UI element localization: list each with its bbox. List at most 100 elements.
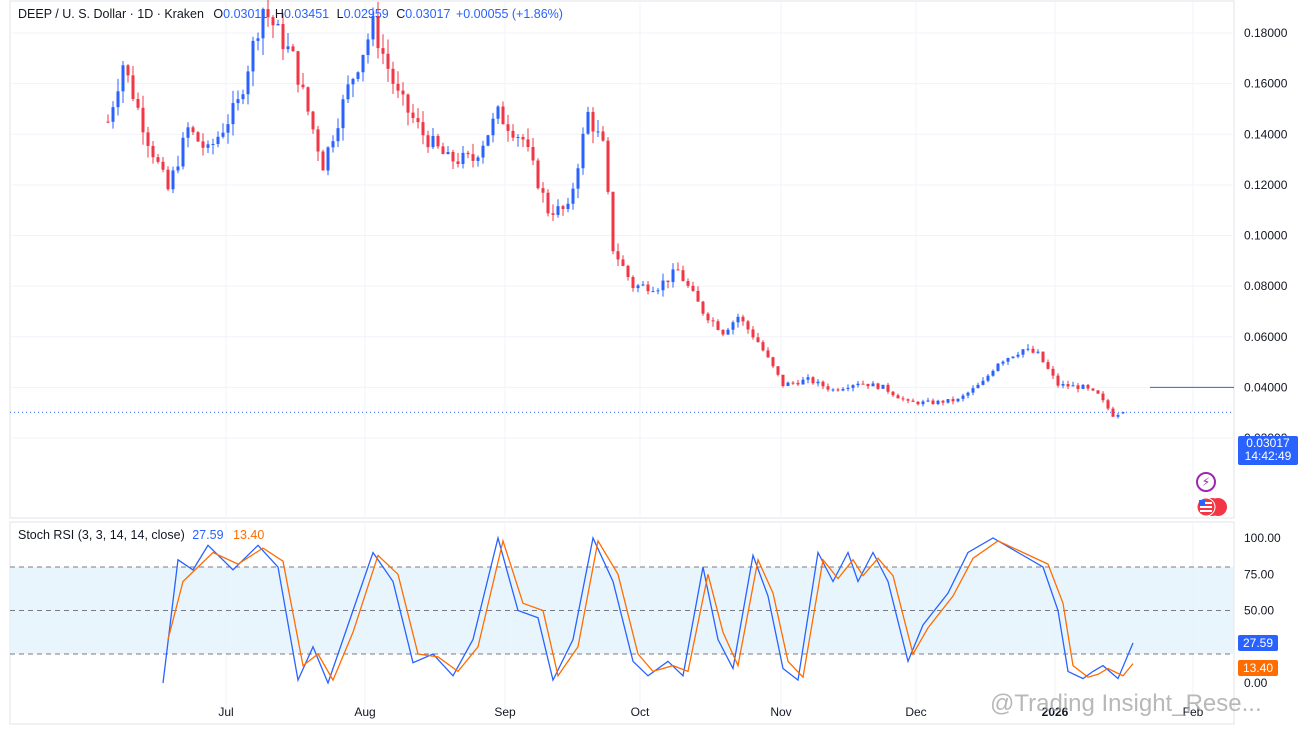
candle-body bbox=[1061, 384, 1065, 386]
candle-body bbox=[1026, 348, 1030, 350]
us-flag-icon[interactable] bbox=[1194, 496, 1230, 518]
candle-body bbox=[286, 46, 290, 50]
candle-body bbox=[1031, 348, 1035, 353]
candle-body bbox=[476, 157, 480, 161]
candle-body bbox=[711, 320, 715, 322]
candle-body bbox=[326, 147, 330, 171]
candle-body bbox=[766, 350, 770, 358]
candle-body bbox=[531, 147, 535, 161]
candle-body bbox=[1036, 351, 1040, 353]
candle-body bbox=[311, 111, 315, 130]
candle-body bbox=[151, 145, 155, 158]
candle-body bbox=[431, 135, 435, 148]
candle-body bbox=[541, 188, 545, 193]
candle-body bbox=[156, 157, 160, 162]
last-price: 0.03017 bbox=[1246, 436, 1290, 450]
candle-body bbox=[271, 17, 275, 26]
candle-body bbox=[291, 46, 295, 52]
time-tick-label: Jul bbox=[218, 705, 233, 719]
candle-body bbox=[771, 357, 775, 367]
candle-body bbox=[481, 145, 485, 158]
candle-body bbox=[416, 118, 420, 123]
symbol-title: DEEP / U. S. Dollar · 1D · Kraken bbox=[18, 7, 204, 21]
candle-body bbox=[1056, 375, 1060, 386]
candle-body bbox=[206, 144, 210, 148]
candle-body bbox=[596, 131, 600, 133]
candle-body bbox=[436, 135, 440, 147]
candle-body bbox=[361, 55, 365, 73]
candle-body bbox=[741, 316, 745, 322]
candle-body bbox=[336, 128, 340, 142]
candle-body bbox=[926, 400, 930, 402]
candle-body bbox=[561, 206, 565, 209]
candle-body bbox=[501, 106, 505, 125]
candle-body bbox=[796, 382, 800, 385]
low-value: 0.02959 bbox=[343, 7, 389, 21]
candle-body bbox=[696, 290, 700, 302]
d-value: 13.40 bbox=[233, 528, 265, 542]
candle-body bbox=[726, 329, 730, 335]
candle-body bbox=[356, 72, 360, 79]
candle-body bbox=[126, 65, 130, 76]
low-label: L bbox=[336, 7, 344, 21]
candle-body bbox=[366, 39, 370, 56]
oscillator-grid bbox=[9, 521, 1235, 725]
candle-body bbox=[1016, 354, 1020, 357]
candle-body bbox=[891, 391, 895, 396]
lightning-icon[interactable]: ⚡ bbox=[1196, 472, 1216, 492]
candle-body bbox=[376, 16, 380, 49]
k-value: 27.59 bbox=[192, 528, 224, 542]
close-label: C bbox=[396, 7, 406, 21]
candle-body bbox=[681, 270, 685, 282]
candle-body bbox=[1081, 384, 1085, 389]
price-tick-label: 0.12000 bbox=[1244, 178, 1288, 192]
oscillator-legend[interactable]: Stoch RSI (3, 3, 14, 14, close) 27.59 13… bbox=[18, 528, 264, 542]
candle-body bbox=[911, 400, 915, 402]
close-value: 0.03017 bbox=[405, 7, 451, 21]
candle-body bbox=[316, 129, 320, 152]
candle-body bbox=[841, 388, 845, 391]
candle-body bbox=[706, 313, 710, 321]
candle-body bbox=[971, 388, 975, 393]
candle-body bbox=[386, 53, 390, 69]
candle-body bbox=[946, 399, 950, 403]
candle-body bbox=[716, 321, 720, 330]
candle-body bbox=[931, 400, 935, 404]
candle-body bbox=[131, 75, 135, 99]
oscillator-tick-label: 0.00 bbox=[1244, 676, 1268, 690]
candle-body bbox=[521, 136, 525, 140]
last-price-badge: 0.03017 14:42:49 bbox=[1238, 436, 1298, 465]
symbol-legend[interactable]: DEEP / U. S. Dollar · 1D · Kraken O 0.030… bbox=[18, 7, 563, 21]
candle-body bbox=[811, 377, 815, 384]
candle-body bbox=[106, 121, 110, 123]
candle-body bbox=[491, 118, 495, 136]
candle-body bbox=[976, 384, 980, 389]
candle-body bbox=[966, 392, 970, 396]
oscillator-tick-label: 75.00 bbox=[1244, 567, 1274, 581]
candle-body bbox=[306, 87, 310, 112]
candle-body bbox=[886, 384, 890, 392]
candle-body bbox=[406, 94, 410, 113]
candle-body bbox=[461, 152, 465, 164]
candle-body bbox=[341, 99, 345, 129]
candle-body bbox=[551, 213, 555, 215]
candle-body bbox=[631, 277, 635, 289]
candle-body bbox=[566, 203, 570, 209]
candle-body bbox=[996, 363, 1000, 371]
candle-body bbox=[1006, 358, 1010, 362]
candle-body bbox=[861, 383, 865, 385]
open-label: O bbox=[213, 7, 224, 21]
candle-body bbox=[701, 301, 705, 314]
candle-body bbox=[526, 139, 530, 148]
candle-body bbox=[846, 387, 850, 389]
candle-body bbox=[281, 23, 285, 50]
price-tick-label: 0.06000 bbox=[1244, 330, 1288, 344]
candle-body bbox=[1076, 385, 1080, 389]
candle-body bbox=[381, 48, 385, 54]
candle-body bbox=[1021, 349, 1025, 355]
candle-body bbox=[351, 78, 355, 85]
time-tick-label: Sep bbox=[494, 705, 516, 719]
candle-body bbox=[896, 395, 900, 399]
candle-body bbox=[581, 133, 585, 169]
